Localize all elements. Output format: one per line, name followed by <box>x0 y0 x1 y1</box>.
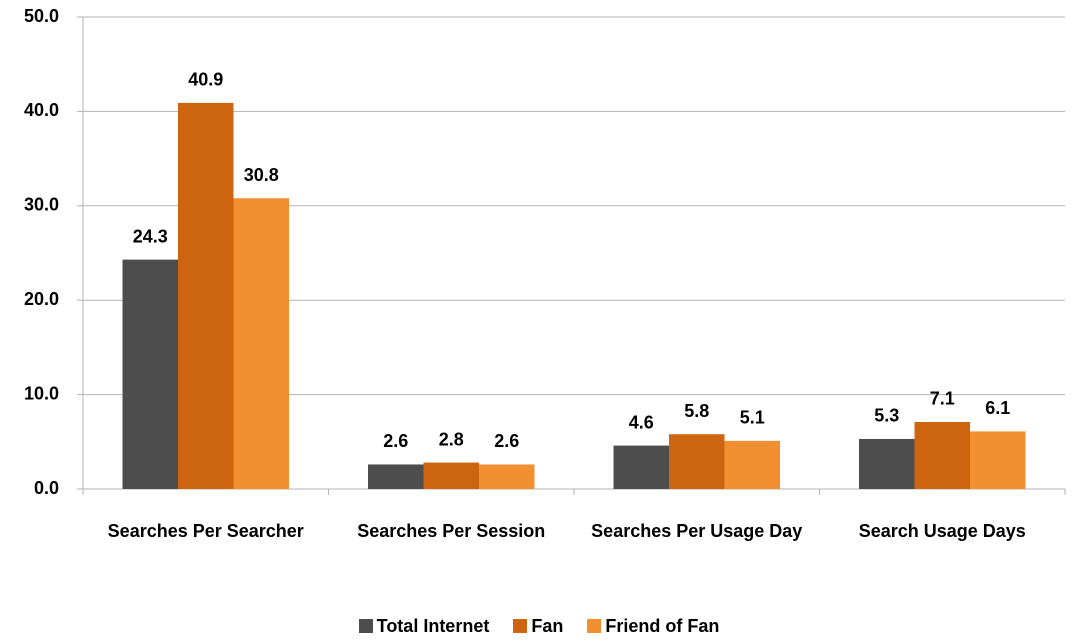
bar <box>970 431 1026 489</box>
data-label: 5.8 <box>684 401 709 421</box>
legend-label: Total Internet <box>376 616 490 636</box>
bar <box>914 421 970 489</box>
data-label: 2.6 <box>494 431 519 451</box>
y-tick-label: 30.0 <box>24 195 59 215</box>
bar <box>233 198 289 490</box>
bar <box>669 434 725 489</box>
legend: Total Internet Fan Friend of Fan <box>0 616 1078 637</box>
legend-swatch <box>358 619 373 633</box>
x-tick-label: Search Usage Days <box>858 521 1026 541</box>
legend-item: Total Internet <box>358 616 490 637</box>
data-label: 2.8 <box>439 429 464 449</box>
bar <box>178 102 234 490</box>
legend-label: Fan <box>531 616 564 636</box>
bar <box>724 440 780 489</box>
bar <box>859 438 915 489</box>
y-tick-label: 10.0 <box>24 383 59 403</box>
legend-swatch <box>513 619 528 633</box>
x-tick-label: Searches Per Usage Day <box>591 521 803 541</box>
x-tick-label: Searches Per Session <box>357 521 546 541</box>
data-label: 7.1 <box>930 389 955 409</box>
legend-swatch <box>587 619 602 633</box>
bar <box>479 464 535 489</box>
x-tick-label: Searches Per Searcher <box>107 521 304 541</box>
bar <box>122 259 178 489</box>
y-tick-label: 50.0 <box>24 6 59 26</box>
y-tick-label: 20.0 <box>24 289 59 309</box>
bar <box>613 445 669 489</box>
data-label: 4.6 <box>629 412 654 432</box>
data-label: 2.6 <box>383 431 408 451</box>
data-label: 6.1 <box>985 398 1010 418</box>
data-label: 30.8 <box>244 165 279 185</box>
bar <box>368 464 424 489</box>
y-tick-label: 0.0 <box>34 478 59 498</box>
legend-item: Friend of Fan <box>587 616 719 637</box>
bar <box>423 462 479 489</box>
data-label: 5.3 <box>874 406 899 426</box>
y-tick-label: 40.0 <box>24 100 59 120</box>
legend-label: Friend of Fan <box>605 616 720 636</box>
data-label: 40.9 <box>188 70 223 90</box>
data-label: 24.3 <box>133 226 168 246</box>
data-label: 5.1 <box>740 408 765 428</box>
legend-item: Fan <box>513 616 563 637</box>
